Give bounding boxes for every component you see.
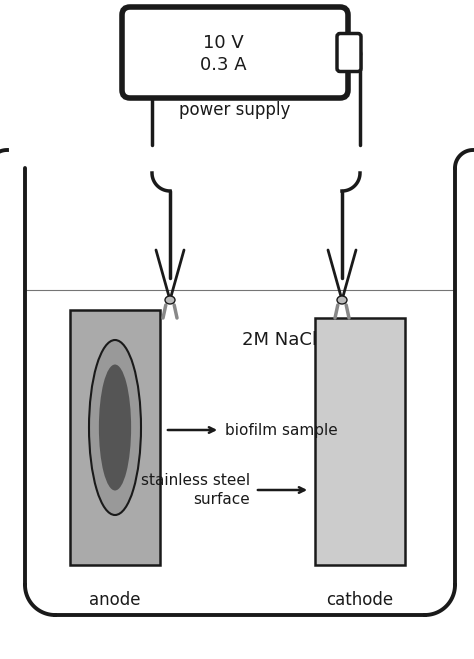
Text: 10 V: 10 V — [202, 34, 243, 51]
FancyBboxPatch shape — [337, 34, 361, 71]
Text: stainless steel
surface: stainless steel surface — [141, 473, 250, 507]
Text: cathode: cathode — [327, 591, 393, 609]
Ellipse shape — [99, 364, 131, 490]
Bar — [70, 310, 160, 565]
Text: 0.3 A: 0.3 A — [200, 55, 246, 74]
Ellipse shape — [337, 296, 347, 304]
Ellipse shape — [165, 296, 175, 304]
FancyBboxPatch shape — [122, 7, 348, 98]
Text: anode: anode — [89, 591, 141, 609]
Ellipse shape — [89, 340, 141, 515]
Bar — [315, 318, 405, 565]
Text: power supply: power supply — [179, 101, 291, 119]
Text: 2M NaCl: 2M NaCl — [243, 331, 318, 349]
Text: biofilm sample: biofilm sample — [225, 422, 338, 438]
